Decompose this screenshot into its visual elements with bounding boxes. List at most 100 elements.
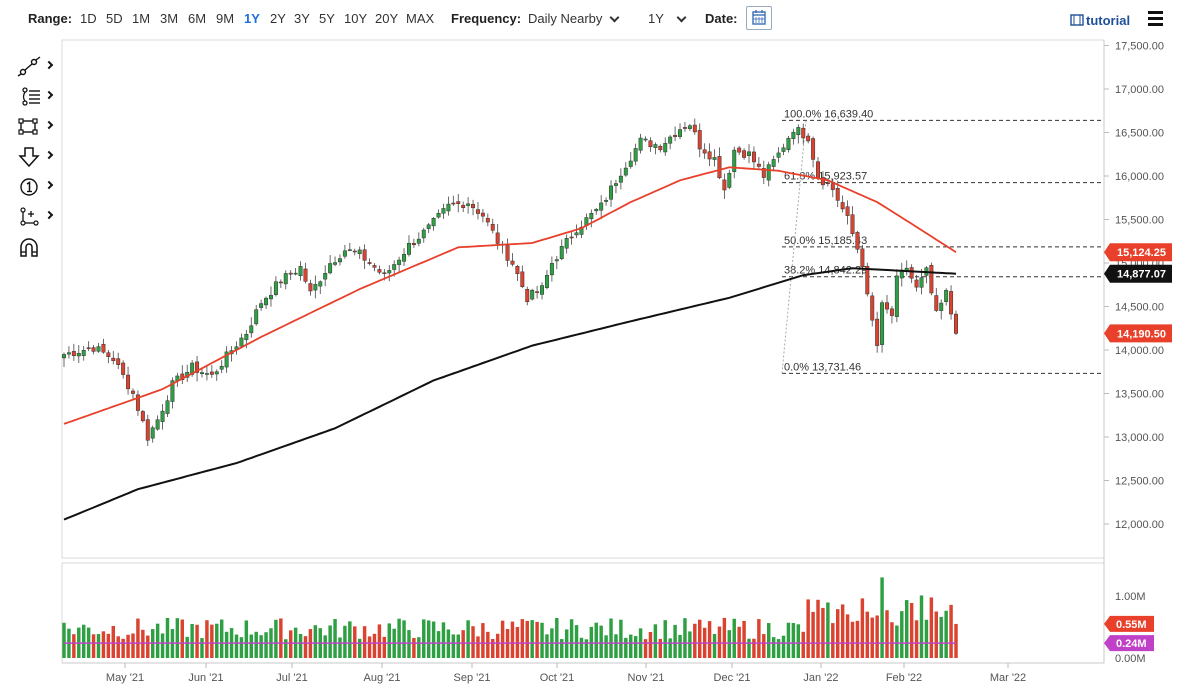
candle-body bbox=[889, 308, 894, 316]
tool-measure[interactable] bbox=[16, 206, 60, 230]
candle bbox=[323, 265, 328, 287]
menu-icon[interactable] bbox=[1148, 11, 1163, 26]
candle bbox=[525, 286, 530, 306]
calendar-button[interactable] bbox=[746, 6, 772, 30]
candle-body bbox=[747, 151, 751, 156]
ma-fast-line bbox=[63, 166, 957, 425]
candle bbox=[594, 207, 599, 215]
volume-bar bbox=[417, 637, 421, 658]
volume-bar bbox=[929, 597, 934, 658]
candle-body bbox=[776, 152, 781, 158]
range-20y[interactable]: 20Y bbox=[375, 11, 399, 26]
candle-body bbox=[761, 168, 766, 178]
candle-body bbox=[520, 271, 525, 288]
candle-body bbox=[574, 232, 579, 236]
frequency-label: Frequency: bbox=[451, 11, 522, 26]
volume-bar bbox=[111, 625, 116, 658]
volume-bar bbox=[826, 602, 830, 658]
frequency-select[interactable]: Daily Nearby bbox=[528, 11, 620, 26]
tool-magnet[interactable] bbox=[16, 236, 60, 260]
date-label: Date: bbox=[705, 11, 738, 26]
candle bbox=[224, 346, 229, 373]
volume-bar bbox=[180, 619, 185, 658]
candle bbox=[544, 270, 549, 290]
candle-body bbox=[707, 151, 712, 160]
tool-trendline[interactable] bbox=[16, 56, 60, 80]
range-label: Range: bbox=[28, 11, 73, 26]
volume-bar bbox=[875, 615, 879, 658]
candle bbox=[249, 317, 254, 338]
range-2y[interactable]: 2Y bbox=[270, 11, 286, 26]
volume-bar bbox=[402, 620, 406, 658]
candle bbox=[530, 288, 535, 301]
candle bbox=[357, 246, 362, 259]
candle bbox=[145, 414, 150, 446]
volume-bar bbox=[121, 638, 125, 658]
volume-bar bbox=[486, 631, 490, 658]
range-3y[interactable]: 3Y bbox=[294, 11, 310, 26]
volume-bar bbox=[412, 637, 416, 658]
volume-bar bbox=[219, 619, 224, 658]
range-10y[interactable]: 10Y bbox=[344, 11, 368, 26]
range-6m[interactable]: 6M bbox=[188, 11, 207, 26]
tool-arrow[interactable] bbox=[16, 146, 60, 170]
fib-level-label: 61.8% 15,923.57 bbox=[784, 171, 867, 183]
candle bbox=[702, 143, 707, 159]
volume-bar bbox=[190, 623, 194, 658]
volume-bar bbox=[762, 634, 766, 658]
candle-body bbox=[308, 283, 313, 292]
candle-body bbox=[204, 373, 209, 375]
volume-bar bbox=[954, 623, 958, 658]
tutorial-link[interactable]: tutorial bbox=[1070, 13, 1130, 28]
range-5y[interactable]: 5Y bbox=[319, 11, 335, 26]
fib-level-label: 38.2% 14,842.29 bbox=[784, 265, 867, 277]
period-select[interactable]: 1Y bbox=[648, 11, 687, 26]
range-3m[interactable]: 3M bbox=[160, 11, 179, 26]
volume-bar bbox=[870, 617, 874, 658]
candle bbox=[648, 137, 653, 152]
range-max[interactable]: MAX bbox=[406, 11, 435, 26]
candle-body bbox=[530, 289, 535, 300]
volume-bar bbox=[821, 607, 825, 658]
volume-bar bbox=[141, 629, 145, 658]
candle-body bbox=[811, 138, 816, 160]
volume-bar bbox=[62, 622, 66, 658]
price-tick-label: 15,500.00 bbox=[1115, 215, 1164, 227]
volume-tag-shape bbox=[1104, 615, 1154, 632]
candle-body bbox=[200, 372, 204, 374]
tool-rectangle[interactable] bbox=[16, 116, 60, 140]
candle bbox=[456, 194, 461, 213]
candle bbox=[318, 280, 323, 295]
range-9m[interactable]: 9M bbox=[216, 11, 235, 26]
volume-bar bbox=[343, 625, 347, 658]
tool-number-marker[interactable] bbox=[16, 176, 60, 200]
tool-fibonacci[interactable] bbox=[16, 86, 60, 110]
candle-body bbox=[628, 160, 633, 167]
candle bbox=[604, 197, 609, 206]
volume-bar bbox=[796, 624, 801, 658]
volume-bar bbox=[382, 636, 387, 658]
candle-body bbox=[860, 248, 865, 267]
candle-body bbox=[722, 179, 727, 191]
volume-bar bbox=[244, 620, 249, 658]
range-1y[interactable]: 1Y bbox=[244, 11, 260, 26]
candle-body bbox=[766, 164, 771, 181]
volume-bar bbox=[407, 630, 411, 658]
range-5d[interactable]: 5D bbox=[106, 11, 123, 26]
candle-body bbox=[303, 268, 308, 282]
candle bbox=[939, 299, 944, 320]
price-tick-label: 17,000.00 bbox=[1115, 84, 1164, 96]
volume-bar bbox=[481, 623, 485, 658]
candle-body bbox=[835, 188, 840, 201]
range-1d[interactable]: 1D bbox=[80, 11, 97, 26]
candle bbox=[259, 299, 264, 311]
candle bbox=[71, 343, 76, 361]
candle-body bbox=[480, 212, 485, 217]
candle bbox=[559, 239, 564, 261]
period-value: 1Y bbox=[648, 11, 664, 26]
candle-body bbox=[298, 266, 303, 276]
range-1m[interactable]: 1M bbox=[132, 11, 151, 26]
candle-body bbox=[717, 156, 722, 179]
candle bbox=[894, 269, 899, 323]
candle bbox=[372, 262, 377, 272]
